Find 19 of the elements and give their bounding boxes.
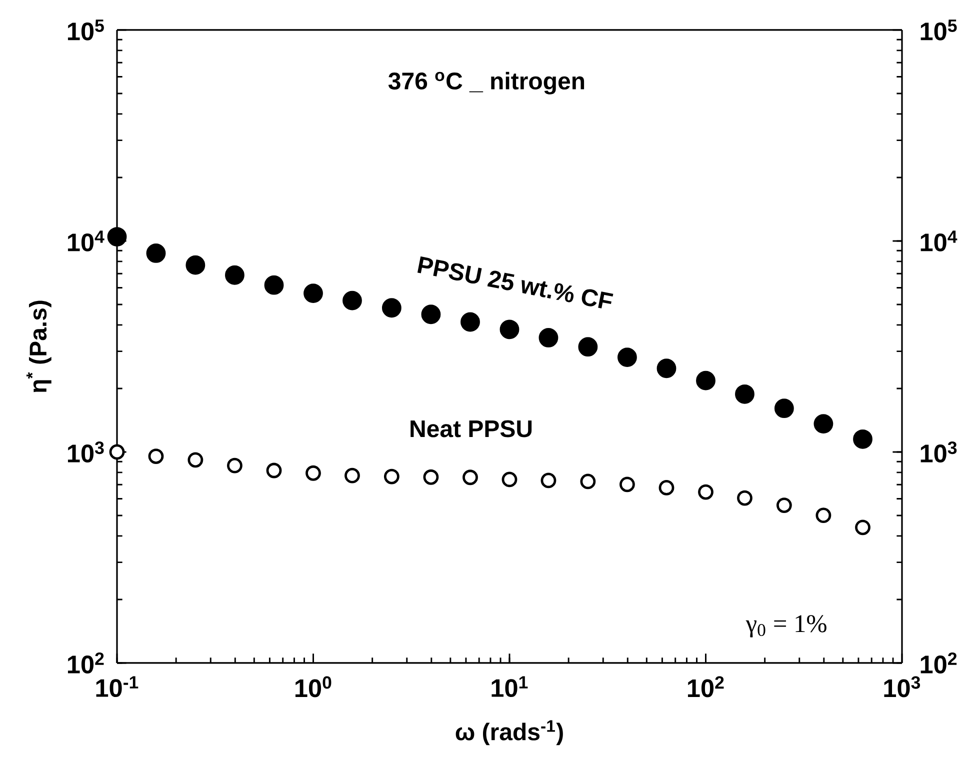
- y-tick-label: 10$^{4}$: [68, 230, 104, 252]
- x-tick-label: 10$^{-1}$: [96, 676, 138, 698]
- annotation: 376 $^{o}$C _ nitrogen: [388, 72, 584, 94]
- annotation: γ$_{0}$ = 1%: [746, 615, 826, 638]
- y-tick-label: 10$^{5}$: [68, 20, 104, 40]
- text: 10$^{5}$: [920, 20, 957, 40]
- y-tick-label: 10$^{2}$: [68, 652, 104, 674]
- text: 10$^{2}$: [920, 652, 957, 674]
- x-axis-title: ω (rads$^{-1}$): [456, 720, 563, 746]
- y-tick-label: 10$^{3}$: [68, 441, 104, 462]
- x-tick-label: 10$^{1}$: [492, 676, 528, 698]
- text: PPSU 25 wt.% CF: [417, 256, 614, 308]
- series-label: Neat PPSU: [410, 420, 532, 438]
- y-axis-title: η$^{*}$ (Pa.s): [26, 300, 52, 392]
- x-tick-label: 10$^{3}$: [884, 676, 920, 698]
- text: 10$^{4}$: [920, 230, 958, 252]
- x-tick-label: 10$^{0}$: [295, 676, 332, 698]
- x-tick-label: 10$^{2}$: [688, 676, 724, 698]
- text: 10$^{3}$: [920, 441, 957, 462]
